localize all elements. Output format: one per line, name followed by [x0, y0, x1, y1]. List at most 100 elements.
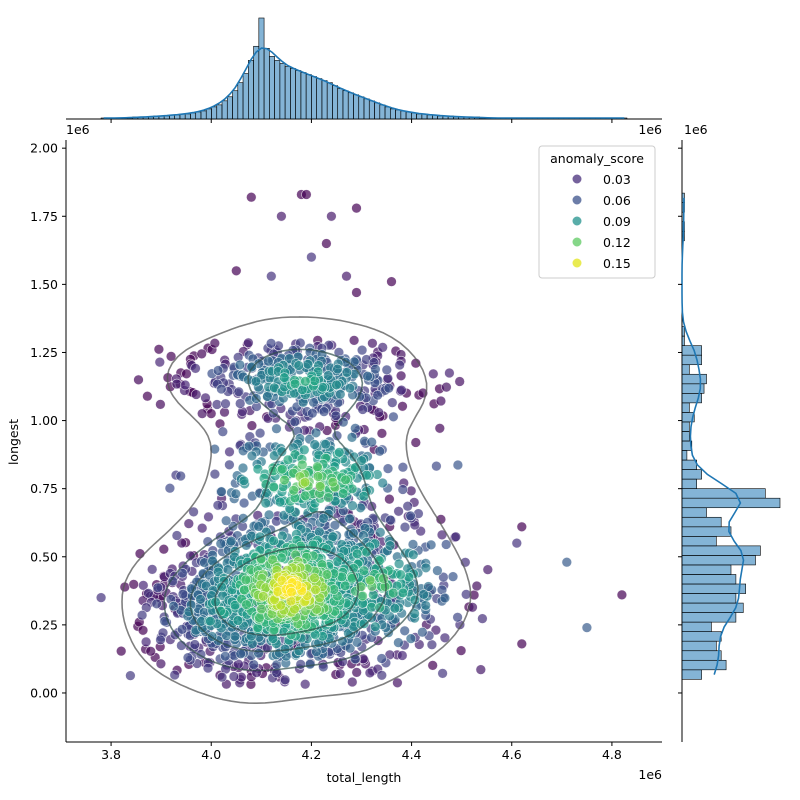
scatter-point [180, 379, 191, 391]
scatter-point [312, 461, 323, 472]
x-tick-label: 4.2 [301, 747, 321, 762]
kde-contours [121, 316, 472, 704]
marginal-y-bar [681, 659, 727, 671]
scatter-point [155, 634, 166, 646]
scatter-point [300, 678, 311, 690]
scatter-point [258, 591, 269, 602]
scatter-point [344, 513, 355, 524]
scatter-point [482, 564, 493, 575]
scatter-point [397, 587, 409, 599]
scatter-point [375, 527, 386, 538]
y-tick-label: 1.75 [30, 209, 58, 224]
scatter-point [396, 384, 407, 396]
marginal-x-bar [337, 88, 344, 120]
kde-contour-line [189, 510, 387, 653]
scatter-point [165, 351, 177, 362]
scatter-point [444, 367, 455, 379]
kde-contour-line [163, 348, 419, 672]
scatter-point [399, 625, 410, 636]
scatter-point [384, 540, 396, 551]
marginal-x-bar [326, 82, 333, 120]
marginal-x-bar [332, 85, 339, 120]
scatter-point [439, 592, 451, 604]
marginal-y-bar [681, 555, 756, 566]
scatter-point [151, 598, 162, 609]
scatter-point [197, 522, 208, 534]
scatter-point [393, 558, 405, 569]
scatter-point [137, 625, 149, 636]
scatter-point [616, 589, 628, 601]
scatter-point [212, 500, 224, 511]
marginal-y-bar [681, 526, 732, 537]
scatter-point [133, 374, 144, 385]
scatter-point [232, 615, 244, 626]
scatter-point [241, 599, 252, 610]
x-axis-label: total_length [327, 770, 402, 785]
scatter-point [301, 189, 312, 200]
scatter-point [169, 669, 180, 681]
scatter-point [356, 455, 367, 466]
scatter-point [314, 526, 325, 537]
scatter-point [142, 391, 153, 402]
scatter-point [147, 564, 158, 575]
scatter-point [237, 462, 249, 474]
scatter-point [428, 368, 439, 380]
scatter-point [238, 475, 250, 486]
scatter-point [217, 426, 229, 437]
marginal-y-bar [681, 507, 707, 518]
scatter-point [279, 474, 290, 486]
kde-contour-line [121, 316, 472, 704]
scatter-point [299, 477, 311, 488]
legend-marker [571, 173, 583, 185]
scatter-point [435, 395, 447, 407]
scatter-point [331, 379, 342, 391]
scatter-point [243, 440, 255, 452]
marginal-x-bar [347, 92, 354, 120]
scatter-point [364, 574, 376, 586]
scatter-point [425, 539, 437, 551]
legend-title: anomaly_score [550, 151, 644, 166]
scatter-point [386, 276, 397, 287]
marginal-y-bar [681, 459, 697, 470]
scatter-point [439, 632, 451, 643]
marginal-x-bar [311, 76, 317, 120]
marginal-y-bar [681, 364, 690, 375]
legend-marker [571, 215, 583, 227]
scatter-point [262, 391, 273, 402]
scatter-point [145, 646, 156, 657]
marginal-x-bar [269, 56, 275, 120]
scatter-point [95, 592, 107, 603]
marginal-x-bar [258, 17, 265, 120]
marginal-y-bar [681, 478, 697, 489]
scatter-point [441, 539, 452, 550]
marginal-x-bar [305, 74, 312, 120]
scatter-point [382, 463, 394, 474]
marginal-y-bar [681, 516, 722, 528]
scatter-point [427, 660, 438, 671]
x-tick-label: 4.6 [502, 747, 522, 762]
scatter-point [393, 637, 404, 648]
marginal-y-bar [681, 631, 722, 642]
marginal-y-bar [681, 450, 688, 461]
scatter-point [376, 428, 388, 439]
legend-marker [571, 236, 583, 248]
scatter-point [384, 493, 395, 505]
scatter-point [358, 618, 370, 629]
scatter-point [348, 335, 360, 346]
scatter-point [307, 408, 318, 419]
marginal-y-bar [681, 621, 712, 632]
marginal-x-bar [200, 110, 207, 120]
scatter-point [268, 535, 279, 547]
scatter-point [318, 513, 329, 524]
scatter-point [356, 344, 368, 356]
x-offset-label-marginal: 1e6 [638, 122, 662, 137]
scatter-point [266, 271, 277, 282]
scatter-point [381, 364, 392, 376]
marginal-x-bar [300, 72, 307, 120]
scatter-point [268, 481, 279, 493]
scatter-point [351, 287, 362, 298]
marginal-x-bar [379, 104, 386, 120]
scatter-point [252, 463, 264, 475]
scatter-point [377, 342, 388, 353]
